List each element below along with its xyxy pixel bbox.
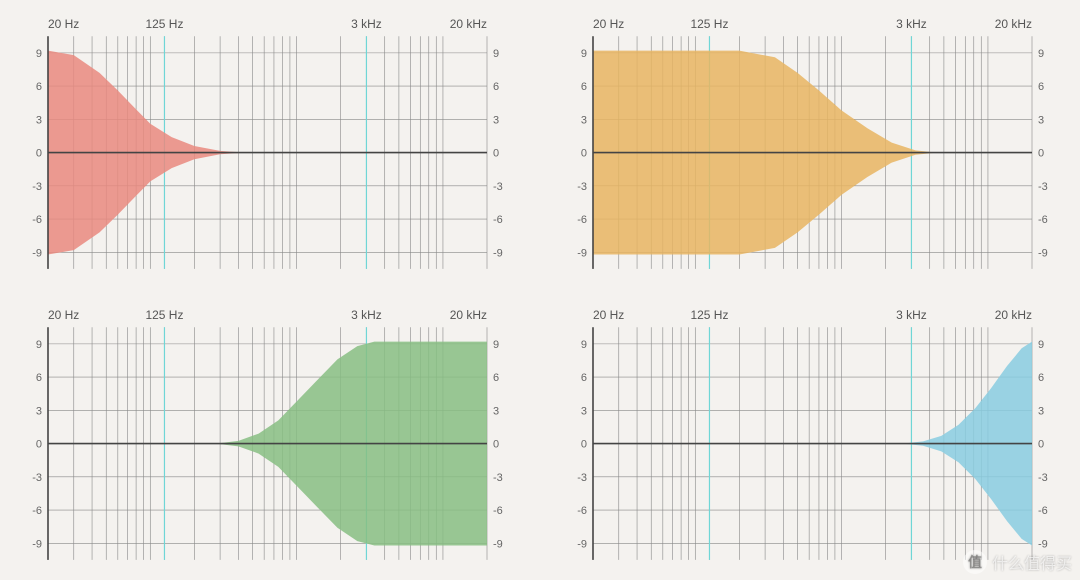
watermark: 值 什么值得买 [963, 550, 1072, 574]
y-tick-label: 9 [36, 48, 42, 60]
y-tick-label: 3 [36, 114, 42, 126]
y-tick-label: -3 [32, 181, 42, 193]
y-tick-label: -6 [577, 505, 587, 517]
watermark-text: 什么值得买 [992, 550, 1072, 574]
y-tick-label: 0 [1038, 439, 1044, 451]
y-tick-label: -3 [32, 472, 42, 484]
y-tick-label: -6 [493, 214, 503, 226]
y-tick-label: 6 [1038, 372, 1044, 384]
y-tick-label: -9 [32, 538, 42, 550]
x-axis-label: 3 kHz [896, 308, 927, 322]
y-tick-label: -6 [32, 505, 42, 517]
x-axis-label: 125 Hz [690, 17, 728, 31]
y-tick-label: 9 [581, 339, 587, 351]
x-axis-label: 3 kHz [896, 17, 927, 31]
y-tick-label: -3 [1038, 472, 1048, 484]
y-tick-label: 9 [493, 339, 499, 351]
y-tick-label: 9 [36, 339, 42, 351]
y-tick-label: 9 [493, 48, 499, 60]
y-tick-label: -6 [577, 214, 587, 226]
y-tick-label: -6 [493, 505, 503, 517]
y-tick-label: -6 [32, 214, 42, 226]
y-tick-label: 0 [1038, 148, 1044, 160]
x-axis-label: 20 Hz [593, 308, 624, 322]
y-tick-label: 0 [493, 148, 499, 160]
x-axis-label: 3 kHz [351, 308, 382, 322]
y-tick-label: 6 [36, 81, 42, 93]
y-tick-label: 9 [581, 48, 587, 60]
y-tick-label: 3 [581, 114, 587, 126]
y-tick-label: 3 [1038, 405, 1044, 417]
x-axis-label: 20 Hz [48, 308, 79, 322]
y-tick-label: 0 [581, 439, 587, 451]
x-axis-label: 125 Hz [145, 17, 183, 31]
y-tick-label: -9 [577, 538, 587, 550]
y-tick-label: -9 [1038, 538, 1048, 550]
y-tick-label: 0 [36, 148, 42, 160]
y-tick-label: 9 [1038, 339, 1044, 351]
y-tick-label: -3 [577, 472, 587, 484]
y-tick-label: 6 [493, 81, 499, 93]
x-axis-label: 20 kHz [995, 17, 1032, 31]
x-axis-label: 20 kHz [995, 308, 1032, 322]
y-tick-label: -9 [577, 247, 587, 259]
y-tick-label: -9 [1038, 247, 1048, 259]
chart-grid: 9 9 6 6 3 3 0 0 -3 -3 -6 -6 -9 -9 20 Hz 125 Hz 3 kHz 20 k… [20, 14, 1060, 566]
x-axis-label: 20 Hz [593, 17, 624, 31]
y-tick-label: 6 [36, 372, 42, 384]
panel-treble: 9 9 6 6 3 3 0 0 -3 -3 -6 -6 -9 -9 20 Hz 125 Hz 3 kHz 20 k… [565, 305, 1060, 566]
y-tick-label: -3 [1038, 181, 1048, 193]
y-tick-label: 3 [493, 405, 499, 417]
y-tick-label: 6 [493, 372, 499, 384]
y-tick-label: 0 [36, 439, 42, 451]
panel-high-mid: 9 9 6 6 3 3 0 0 -3 -3 -6 -6 -9 -9 20 Hz 125 Hz 3 kHz 20 k… [20, 305, 515, 566]
watermark-logo-icon: 值 [963, 550, 987, 574]
x-axis-label: 20 Hz [48, 17, 79, 31]
y-tick-label: -3 [493, 472, 503, 484]
y-tick-label: 9 [1038, 48, 1044, 60]
y-tick-label: 0 [493, 439, 499, 451]
x-axis-label: 20 kHz [450, 17, 487, 31]
y-tick-label: -6 [1038, 505, 1048, 517]
y-tick-label: 3 [1038, 114, 1044, 126]
y-tick-label: 0 [581, 148, 587, 160]
y-tick-label: -9 [32, 247, 42, 259]
y-tick-label: 3 [36, 405, 42, 417]
x-axis-label: 3 kHz [351, 17, 382, 31]
y-tick-label: 6 [581, 372, 587, 384]
y-tick-label: 6 [1038, 81, 1044, 93]
y-tick-label: 3 [581, 405, 587, 417]
y-tick-label: 6 [581, 81, 587, 93]
y-tick-label: -9 [493, 247, 503, 259]
x-axis-label: 20 kHz [450, 308, 487, 322]
y-tick-label: 3 [493, 114, 499, 126]
panel-low-mid: 9 9 6 6 3 3 0 0 -3 -3 -6 -6 -9 -9 20 Hz 125 Hz 3 kHz 20 k… [565, 14, 1060, 275]
y-tick-label: -9 [493, 538, 503, 550]
y-tick-label: -3 [493, 181, 503, 193]
panel-bass: 9 9 6 6 3 3 0 0 -3 -3 -6 -6 -9 -9 20 Hz 125 Hz 3 kHz 20 k… [20, 14, 515, 275]
y-tick-label: -3 [577, 181, 587, 193]
x-axis-label: 125 Hz [145, 308, 183, 322]
x-axis-label: 125 Hz [690, 308, 728, 322]
y-tick-label: -6 [1038, 214, 1048, 226]
